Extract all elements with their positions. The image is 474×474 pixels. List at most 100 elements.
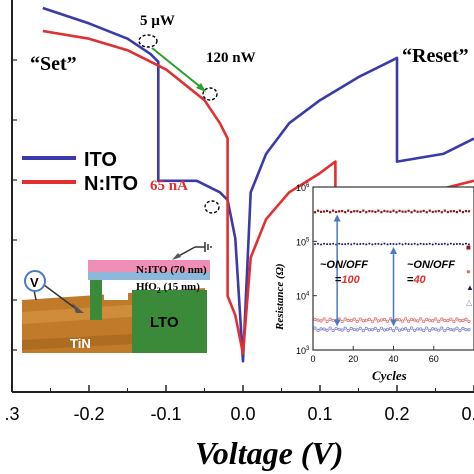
- inset-point: [410, 326, 414, 330]
- inset-point: [461, 243, 464, 246]
- inset-point: [452, 210, 455, 213]
- inset-point: [407, 209, 410, 212]
- inset-point: [338, 242, 341, 245]
- inset-point: [400, 327, 405, 331]
- inset-point: [361, 319, 365, 323]
- annot-reset: “Reset”: [402, 45, 469, 67]
- inset-onoff-arrow-2: [390, 247, 397, 327]
- inset-point: [461, 318, 465, 322]
- inset-y-tick-label: 105: [296, 237, 310, 247]
- inset-point: [374, 242, 377, 245]
- annot-120nw: 120 nW: [206, 50, 256, 66]
- inset-annot-1b: =100: [335, 274, 361, 286]
- inset-point: [385, 327, 390, 332]
- inset-xlabel: Cycles: [372, 368, 407, 383]
- inset-point: [401, 243, 404, 246]
- inset-point: [437, 328, 441, 332]
- inset-point: [425, 326, 429, 330]
- inset-point: [401, 210, 404, 213]
- inset-point: [394, 326, 399, 330]
- inset-point: [329, 211, 332, 214]
- inset-point: [464, 328, 468, 332]
- inset-point: [347, 209, 350, 212]
- inset-point: [398, 242, 401, 245]
- legend-label-ito: ITO: [84, 149, 117, 171]
- via-left: [90, 278, 102, 320]
- inset-point: [371, 210, 374, 213]
- annot-65na: 65 nA: [150, 178, 188, 194]
- inset-point: [419, 242, 422, 245]
- inset-point: [410, 243, 413, 246]
- inset-point: [350, 243, 353, 246]
- inset-point: [370, 319, 374, 323]
- inset-point: [403, 317, 408, 321]
- inset-point: [449, 242, 452, 245]
- inset-point: [388, 326, 393, 331]
- legend-label-nito: N:ITO: [84, 173, 138, 195]
- inset-point: [431, 327, 435, 331]
- inset-point: [358, 317, 362, 321]
- inset-point: [446, 243, 449, 246]
- main-x-tick-label: 0.2: [384, 404, 409, 424]
- inset-ticks: 0 20 40 60 103 104 105 106: [296, 183, 439, 364]
- inset-point: [368, 242, 371, 245]
- probe-line: [39, 281, 76, 309]
- inset-point: [346, 318, 350, 323]
- hfo2-layer: [88, 272, 210, 280]
- inset-annot-1: ~ON/OFF: [320, 259, 368, 271]
- inset-point: [316, 318, 320, 322]
- inset-point: [428, 318, 432, 322]
- inset-point: [428, 328, 432, 333]
- nito-layer: [88, 260, 210, 272]
- hfo2-base: HfO: [136, 281, 157, 293]
- label-tin: TiN: [70, 336, 91, 351]
- inset-point: [352, 317, 356, 321]
- inset-point: [386, 243, 389, 246]
- inset-point: [349, 326, 353, 331]
- inset-point: [379, 318, 384, 322]
- inset-point: [352, 327, 356, 332]
- marker-120nw: [202, 87, 218, 101]
- inset-point: [377, 242, 380, 245]
- inset-point: [458, 319, 462, 323]
- inset-point: [341, 209, 344, 213]
- inset-point: [452, 319, 456, 323]
- inset-point: [397, 328, 402, 332]
- inset-series-1: [314, 242, 470, 246]
- inset-point: [355, 328, 359, 332]
- inset-x-tick-label: 60: [429, 354, 439, 364]
- inset-point: [416, 319, 420, 323]
- inset-point: [355, 319, 359, 323]
- inset-point: [382, 328, 387, 332]
- main-x-tick-label: -0.1: [150, 404, 181, 424]
- inset-point: [323, 242, 326, 245]
- inset-point: [359, 210, 362, 214]
- inset-point: [392, 243, 395, 246]
- inset-x-tick-label: 0: [310, 354, 315, 364]
- inset-point: [325, 319, 329, 323]
- inset-point: [434, 327, 438, 331]
- inset-point: [343, 326, 347, 330]
- inset-point: [467, 319, 471, 323]
- inset-point: [350, 210, 353, 214]
- inset-point: [337, 327, 341, 331]
- inset-point: [359, 243, 362, 246]
- inset-point: [332, 209, 335, 212]
- inset-point: [322, 327, 326, 331]
- inset-point: [322, 210, 326, 213]
- inset-point: [434, 317, 438, 321]
- inset-point: [403, 327, 408, 331]
- inset-point: [367, 317, 371, 321]
- inset-point: [449, 210, 452, 213]
- inset-point: [382, 317, 387, 322]
- main-x-ticks: .3 -0.2 -0.1 0.0 0.1 0.2 0.3: [4, 59, 474, 424]
- inset-point: [364, 318, 368, 322]
- inset-x-tick-label: 40: [388, 354, 398, 364]
- inset-point: [368, 209, 371, 213]
- inset-point: [406, 319, 411, 323]
- inset-point: [404, 210, 407, 213]
- inset-point: [317, 242, 320, 245]
- inset-point: [380, 211, 383, 214]
- inset-legend-marker-1: ■: [466, 243, 471, 252]
- inset-point: [464, 317, 468, 321]
